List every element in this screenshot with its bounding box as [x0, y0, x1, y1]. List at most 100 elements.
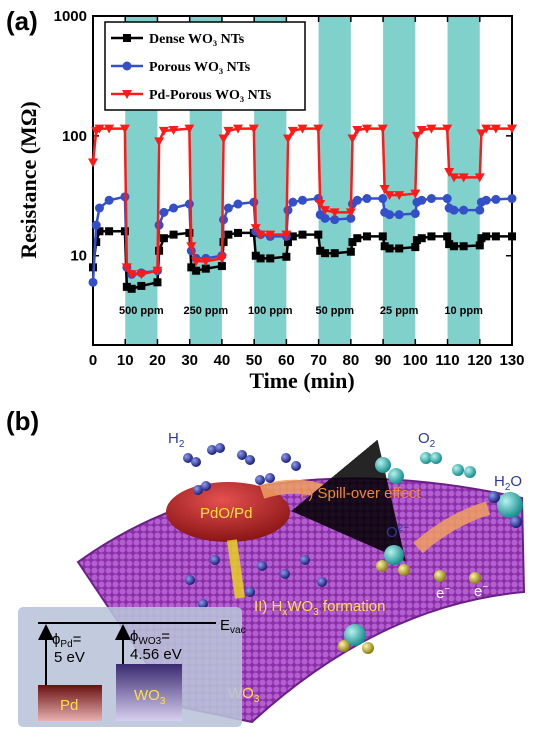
marker	[329, 208, 340, 218]
marker	[201, 264, 210, 273]
marker	[442, 194, 452, 204]
x-tick-label: 30	[181, 352, 198, 369]
marker	[443, 232, 452, 241]
marker	[346, 247, 355, 256]
marker	[491, 232, 500, 241]
marker	[265, 230, 276, 240]
legend-label: Dense WO₃ NTs	[149, 32, 245, 47]
h2-molecules	[183, 443, 327, 609]
marker	[288, 197, 298, 207]
marker	[448, 173, 459, 183]
label-h2o: H2O	[494, 473, 522, 493]
label-h2: H2	[168, 430, 185, 450]
marker	[248, 124, 259, 134]
marker	[283, 238, 292, 247]
marker	[458, 173, 469, 183]
wo3-level	[116, 664, 182, 721]
spillover-arrow	[259, 439, 406, 562]
marker	[251, 251, 260, 260]
x-axis-label: Time (min)	[249, 368, 354, 393]
marker	[154, 137, 165, 147]
exposure-label: 10 ppm	[444, 305, 483, 317]
marker	[330, 249, 339, 258]
marker	[104, 195, 114, 205]
illustration-b: (b) H2 O	[6, 406, 526, 727]
exposure-label: 250 ppm	[183, 305, 228, 317]
marker	[218, 134, 229, 144]
marker	[122, 90, 132, 99]
x-tick-label: 50	[246, 352, 263, 369]
marker	[217, 262, 226, 271]
marker	[412, 236, 421, 245]
marker	[321, 249, 330, 258]
marker	[169, 230, 178, 239]
marker	[316, 246, 325, 255]
marker	[122, 61, 132, 71]
marker	[122, 282, 131, 291]
marker	[233, 199, 243, 209]
label-pd: Pd	[60, 697, 78, 714]
marker	[282, 252, 291, 261]
marker	[94, 203, 104, 213]
marker	[475, 241, 484, 250]
marker	[426, 194, 436, 204]
marker	[380, 242, 389, 251]
marker	[320, 206, 331, 216]
marker	[353, 234, 362, 243]
marker	[348, 238, 357, 247]
o2-molecules	[375, 452, 476, 484]
label-electron: e−	[436, 584, 450, 602]
marker	[127, 284, 136, 293]
formation-arrow	[227, 539, 245, 599]
marker	[159, 234, 168, 243]
label-wo3-box: WO3	[134, 687, 166, 707]
label-phi-pd-value: 5 eV	[54, 649, 85, 666]
marker	[475, 205, 485, 215]
marker	[266, 254, 275, 263]
label-phi-wo3-value: 4.56 eV	[130, 646, 182, 663]
exposure-band	[383, 16, 416, 345]
marker	[481, 195, 491, 205]
marker	[94, 124, 105, 134]
marker	[234, 228, 243, 237]
reaction-arrow	[413, 501, 491, 554]
label-o2-ion: O2−	[386, 523, 409, 541]
marker	[442, 124, 453, 134]
marker	[192, 266, 201, 275]
x-tick-label: 40	[214, 352, 231, 369]
marker	[297, 124, 308, 134]
panel-label: (a)	[6, 6, 38, 36]
marker	[459, 205, 469, 215]
marker	[256, 254, 265, 263]
marker	[444, 167, 455, 177]
marker	[346, 213, 356, 223]
marker	[169, 203, 179, 213]
exposure-band	[318, 16, 351, 345]
marker	[490, 124, 501, 134]
marker	[255, 230, 266, 240]
marker	[362, 232, 371, 241]
marker	[121, 263, 132, 273]
x-tick-label: 70	[310, 352, 327, 369]
x-tick-label: 130	[499, 352, 524, 369]
plot-frame	[92, 15, 513, 346]
y-axis-label: Resistance (MΩ)	[16, 101, 41, 259]
legend-label: Pd-Porous WO₃ NTs	[149, 88, 272, 103]
energy-diagram: Evac ϕPd= 5 eV ϕWO3= 4.56 eV Pd WO3	[18, 607, 246, 727]
marker	[136, 270, 147, 280]
marker	[249, 197, 259, 207]
marker	[347, 134, 358, 144]
x-tick-label: 100	[403, 352, 428, 369]
marker	[362, 194, 372, 204]
marker	[345, 208, 356, 218]
oxygen-ion	[338, 545, 481, 654]
x-tick-label: 10	[117, 352, 134, 369]
marker	[385, 210, 395, 220]
label-spillover: I ) Spill-over effect	[300, 485, 421, 502]
exposure-label: 25 ppm	[380, 305, 419, 317]
marker	[158, 126, 169, 136]
marker	[250, 224, 261, 234]
marker	[459, 242, 468, 251]
marker	[394, 210, 404, 220]
marker	[481, 124, 492, 134]
